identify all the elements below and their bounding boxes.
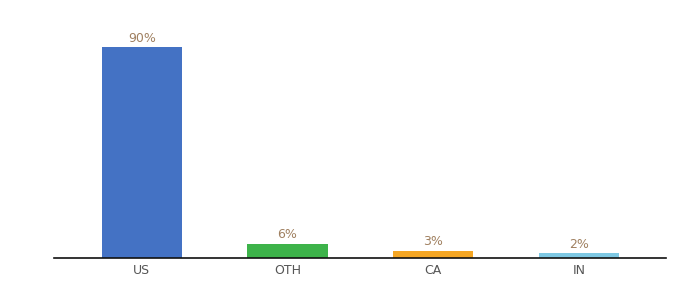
Text: 6%: 6% <box>277 228 297 241</box>
Text: 2%: 2% <box>569 238 589 250</box>
Bar <box>539 253 619 258</box>
Text: 90%: 90% <box>128 32 156 45</box>
Bar <box>102 47 182 258</box>
Text: 3%: 3% <box>424 235 443 248</box>
Bar <box>393 251 473 258</box>
Bar <box>248 244 328 258</box>
